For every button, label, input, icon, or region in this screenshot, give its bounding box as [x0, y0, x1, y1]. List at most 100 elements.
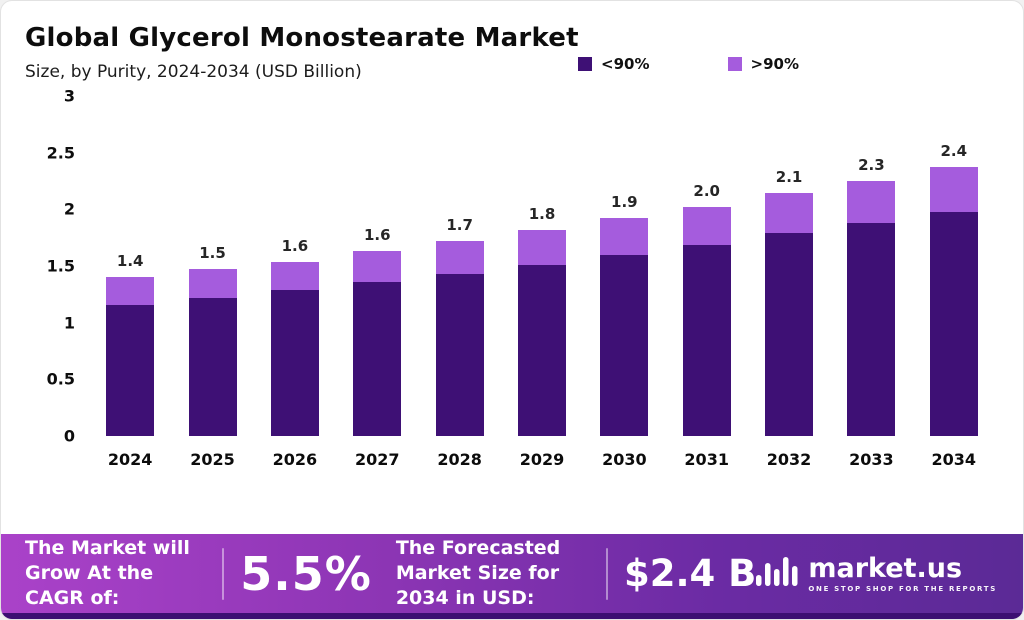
x-axis-label: 2030 [602, 450, 647, 469]
logo-tagline: ONE STOP SHOP FOR THE REPORTS [808, 584, 997, 593]
bar-total-label: 1.8 [528, 204, 556, 223]
bar-segment-gt90[interactable] [682, 207, 731, 245]
banner-bottom-strip [1, 613, 1023, 619]
bar-segment-gt90[interactable] [517, 229, 566, 265]
bar-stack [517, 229, 566, 436]
y-tick-label: 2.5 [46, 143, 75, 163]
chart-area: 0 0.5 1 1.5 2 2.5 3 1.4 1.5 1.6 1.6 1.7 1.8 1.9 2.0 2.… [25, 87, 995, 469]
bar-stack [188, 269, 237, 436]
bar-total-label: 1.5 [199, 244, 226, 263]
bar-stack [929, 167, 978, 436]
legend-label: >90% [750, 55, 799, 73]
plot-area: 1.4 1.5 1.6 1.6 1.7 1.8 1.9 2.0 2.1 2.3 2.4 [89, 96, 995, 436]
x-axis-label: 2027 [354, 450, 400, 469]
forecast-value: $2.4 B [623, 552, 757, 595]
bar-segment-lt90[interactable] [435, 273, 484, 436]
x-axis-label: 2025 [190, 450, 235, 469]
bar-column[interactable]: 1.5 [171, 96, 253, 436]
bar-segment-lt90[interactable] [929, 211, 978, 436]
bar-total-label: 2.1 [775, 168, 803, 187]
x-axis-label: 2033 [849, 450, 894, 469]
bar-column[interactable]: 2.0 [666, 96, 748, 436]
bar-total-label: 1.4 [116, 252, 144, 271]
bar-stack [765, 193, 814, 436]
x-axis-label: 2029 [519, 450, 565, 469]
bar-column[interactable]: 2.4 [913, 96, 995, 436]
bar-segment-lt90[interactable] [765, 233, 814, 436]
bar-segment-lt90[interactable] [270, 289, 319, 436]
bar-total-label: 2.4 [940, 142, 968, 161]
logo-name: market.us [808, 552, 963, 584]
market-us-logo[interactable]: market.us ONE STOP SHOP FOR THE REPORTS [756, 554, 997, 594]
bar-segment-gt90[interactable] [600, 218, 649, 255]
footer-banner: The Market will Grow At the CAGR of: 5.5… [1, 534, 1023, 619]
bar-column[interactable]: 2.1 [748, 96, 830, 436]
bar-total-label: 1.6 [281, 236, 309, 255]
x-axis-label: 2034 [931, 450, 977, 469]
bar-column[interactable]: 1.6 [254, 96, 336, 436]
x-axis-label: 2032 [766, 450, 812, 469]
bar-segment-lt90[interactable] [847, 222, 896, 436]
cagr-value: 5.5% [240, 546, 372, 601]
bar-segment-lt90[interactable] [682, 244, 731, 436]
y-tick-label: 3 [63, 86, 75, 106]
bar-segment-lt90[interactable] [188, 297, 237, 436]
bar-segment-gt90[interactable] [106, 277, 155, 305]
y-axis: 0 0.5 1 1.5 2 2.5 3 [25, 87, 81, 446]
market-us-logo-icon [756, 554, 798, 594]
bar-segment-gt90[interactable] [353, 251, 402, 282]
bar-column[interactable]: 1.9 [583, 96, 665, 436]
legend: <90% >90% [578, 55, 799, 73]
forecast-label: The Forecasted Market Size for 2034 in U… [395, 537, 561, 609]
y-tick-label: 1 [63, 313, 75, 333]
bar-column[interactable]: 1.8 [501, 96, 583, 436]
bar-column[interactable]: 1.7 [418, 96, 500, 436]
legend-item[interactable]: <90% [578, 55, 650, 73]
y-tick-label: 2 [63, 199, 75, 219]
x-axis: 2024 2025 2026 2027 2028 2029 2030 2031 2032 2033… [89, 450, 995, 469]
divider [222, 547, 225, 600]
bar-segment-gt90[interactable] [188, 269, 237, 298]
bar-stack [270, 261, 319, 436]
legend-swatch [727, 57, 742, 71]
divider [605, 547, 608, 600]
bar-segment-gt90[interactable] [270, 261, 319, 290]
bar-total-label: 2.0 [693, 182, 720, 201]
legend-swatch [578, 57, 593, 71]
bar-segment-lt90[interactable] [106, 304, 155, 436]
y-tick-label: 0.5 [46, 369, 75, 389]
cagr-label: The Market will Grow At the CAGR of: [25, 537, 190, 609]
legend-label: <90% [601, 55, 650, 73]
page-subtitle: Size, by Purity, 2024-2034 (USD Billion) [25, 62, 362, 82]
y-tick-label: 0 [63, 426, 75, 446]
bar-total-label: 1.9 [611, 193, 638, 212]
page-title: Global Glycerol Monostearate Market [25, 23, 579, 53]
bar-total-label: 1.6 [363, 226, 391, 245]
bar-column[interactable]: 1.6 [336, 96, 418, 436]
bar-stack [682, 207, 731, 436]
bar-total-label: 1.7 [446, 216, 473, 235]
bar-total-label: 2.3 [858, 156, 885, 175]
bar-segment-lt90[interactable] [600, 254, 649, 436]
bar-column[interactable]: 1.4 [89, 96, 171, 436]
bar-stack [106, 277, 155, 436]
bar-column[interactable]: 2.3 [830, 96, 912, 436]
x-axis-label: 2031 [684, 450, 729, 469]
bar-stack [847, 181, 896, 436]
x-axis-label: 2026 [272, 450, 318, 469]
chart-section: Global Glycerol Monostearate Market Size… [1, 1, 1023, 534]
y-tick-label: 1.5 [46, 256, 75, 276]
x-axis-label: 2024 [107, 450, 153, 469]
bar-stack [600, 218, 649, 436]
bar-segment-gt90[interactable] [929, 167, 978, 212]
logo-text-block: market.us ONE STOP SHOP FOR THE REPORTS [808, 555, 997, 593]
bar-stack [353, 251, 402, 436]
legend-item[interactable]: >90% [727, 55, 799, 73]
bar-segment-gt90[interactable] [847, 181, 896, 223]
bar-segment-lt90[interactable] [353, 281, 402, 436]
bar-stack [435, 241, 484, 436]
bar-segment-gt90[interactable] [435, 241, 484, 274]
bar-segment-gt90[interactable] [765, 193, 814, 234]
bar-segment-lt90[interactable] [517, 264, 566, 436]
